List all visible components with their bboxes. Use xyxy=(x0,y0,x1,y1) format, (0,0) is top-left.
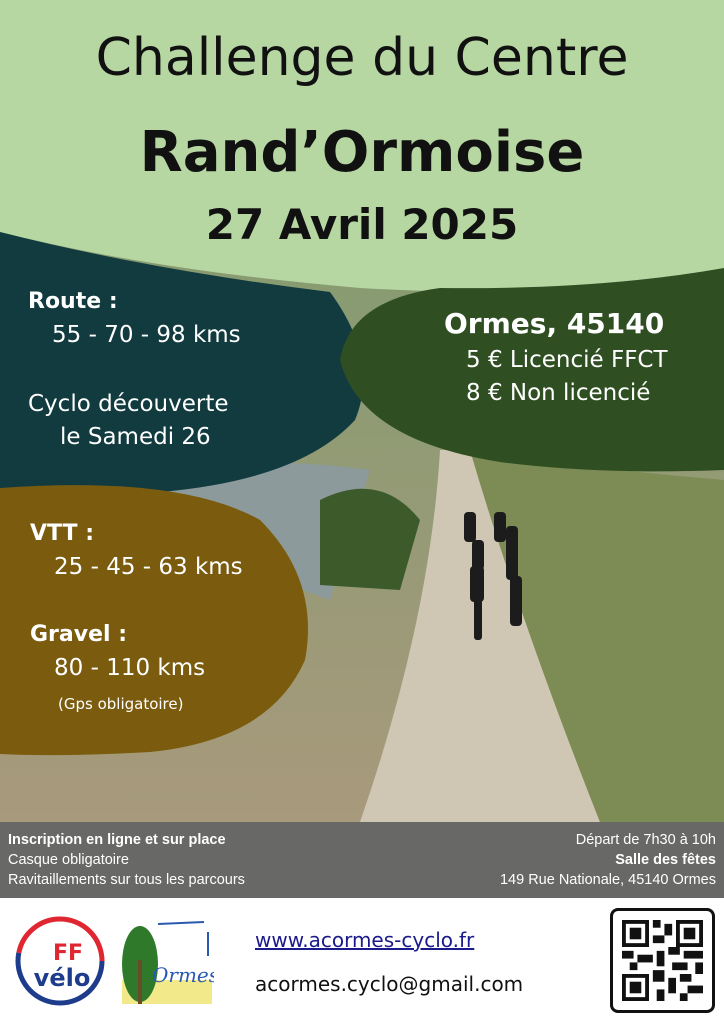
info-helmet: Casque obligatoire xyxy=(8,852,129,868)
info-supplies: Ravitaillements sur tous les parcours xyxy=(8,872,245,888)
price-unlicensed: 8 € Non licencié xyxy=(466,380,651,406)
price-licensed: 5 € Licencié FFCT xyxy=(466,347,668,373)
website-link[interactable]: www.acormes-cyclo.fr xyxy=(255,928,475,952)
info-departure: Départ de 7h30 à 10h xyxy=(575,832,716,848)
decouverte-line1: Cyclo découverte xyxy=(28,391,229,417)
ffvelo-logo: FF vélo xyxy=(15,916,105,1006)
location-place: Ormes, 45140 xyxy=(444,307,665,340)
vtt-label: VTT : xyxy=(30,521,95,546)
route-panel xyxy=(0,232,364,496)
svg-text:vélo: vélo xyxy=(34,964,91,992)
bushes xyxy=(320,488,420,590)
info-registration: Inscription en ligne et sur place xyxy=(8,832,226,848)
gravel-distances: 80 - 110 kms xyxy=(54,655,206,681)
gravel-label: Gravel : xyxy=(30,622,128,647)
event-date: 27 Avril 2025 xyxy=(205,200,519,249)
qr-code-pattern xyxy=(622,920,703,1001)
vtt-gravel-panel xyxy=(0,485,308,756)
challenge-title: Challenge du Centre xyxy=(95,28,629,88)
svg-text:FF: FF xyxy=(53,941,83,966)
vtt-distances: 25 - 45 - 63 kms xyxy=(54,554,243,580)
location-panel xyxy=(340,268,724,472)
ormes-logo: Ormes xyxy=(122,921,214,1004)
header-band xyxy=(0,0,724,292)
route-distances: 55 - 70 - 98 kms xyxy=(52,322,241,348)
info-bar: Inscription en ligne et sur place Casque… xyxy=(0,822,724,898)
route-label: Route : xyxy=(28,289,118,314)
poster-background xyxy=(0,0,724,822)
info-venue: Salle des fêtes xyxy=(615,852,716,868)
info-address: 149 Rue Nationale, 45140 Ormes xyxy=(499,872,716,888)
gravel-note: (Gps obligatoire) xyxy=(58,695,184,713)
contact-email[interactable]: acormes.cyclo@gmail.com xyxy=(255,972,524,996)
svg-text:Ormes: Ormes xyxy=(152,963,214,987)
footer: FF vélo Ormes www.acormes-cyclo.fr acorm… xyxy=(0,898,724,1024)
cyclists xyxy=(464,512,522,640)
grass-verge xyxy=(470,450,724,822)
decouverte-line2: le Samedi 26 xyxy=(60,424,211,450)
qr-code[interactable] xyxy=(610,908,715,1013)
event-name: Rand’Ormoise xyxy=(139,120,585,185)
